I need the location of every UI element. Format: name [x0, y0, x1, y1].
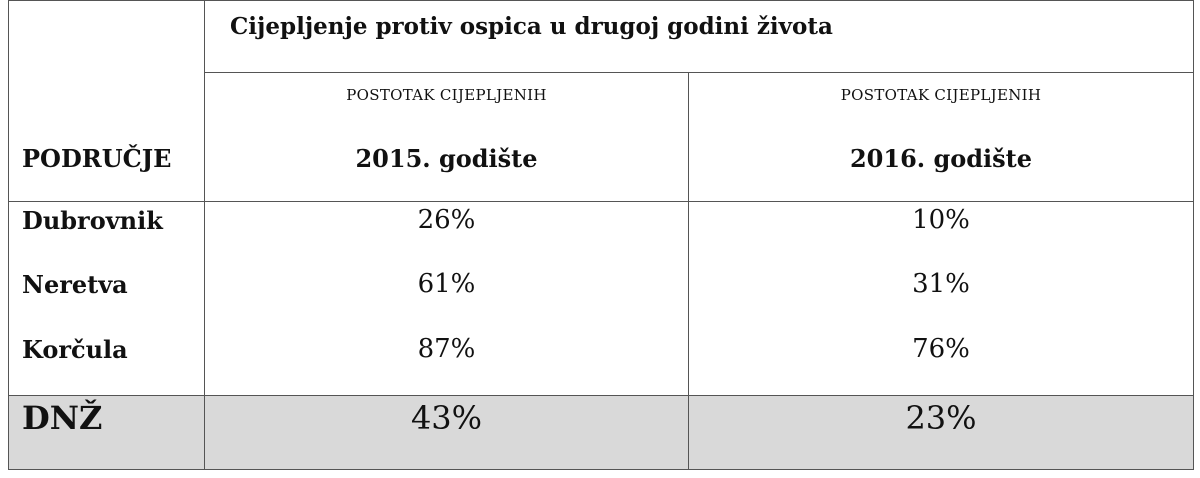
table-title: Cijepljenje protiv ospica u drugoj godin… — [230, 12, 833, 40]
subheader-2016: POSTOTAK CIJEPLJENIH — [840, 86, 1042, 104]
table-border-left — [8, 0, 9, 470]
row-area-dubrovnik: Dubrovnik — [22, 205, 163, 235]
vaccination-table: Cijepljenje protiv ospica u drugoj godin… — [8, 0, 1194, 470]
table-border-bottom — [8, 469, 1194, 470]
row-value-neretva-2016: 31% — [912, 269, 970, 299]
table-border-year-divider — [688, 72, 689, 470]
table-border-right — [1193, 0, 1194, 470]
total-value-2015: 43% — [410, 399, 483, 437]
total-row-background — [8, 395, 1194, 470]
table-border-title-bottom — [204, 72, 1194, 73]
year-header-2015: 2015. godište — [355, 143, 538, 173]
subheader-2015: POSTOTAK CIJEPLJENIH — [346, 86, 547, 104]
table-border-top — [8, 0, 1194, 1]
row-value-neretva-2015: 61% — [417, 269, 476, 299]
row-value-dubrovnik-2016: 10% — [912, 205, 970, 235]
total-area: DNŽ — [22, 399, 103, 437]
table-border-header-bottom — [8, 201, 1194, 202]
table-border-total-top — [8, 395, 1194, 396]
row-area-neretva: Neretva — [22, 269, 128, 299]
year-header-2016: 2016. godište — [849, 143, 1033, 173]
row-value-dubrovnik-2015: 26% — [417, 205, 476, 235]
table-border-area-column — [204, 0, 205, 470]
row-value-korcula-2015: 87% — [417, 334, 476, 364]
total-value-2016: 23% — [905, 399, 977, 437]
row-value-korcula-2016: 76% — [912, 334, 970, 364]
area-header: PODRUČJE — [22, 143, 172, 173]
row-area-korcula: Korčula — [22, 334, 128, 364]
